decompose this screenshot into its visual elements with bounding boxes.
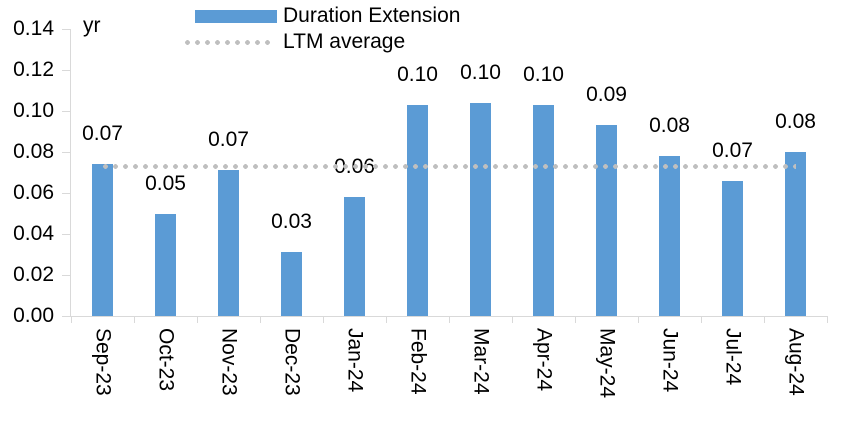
y-axis-tick-label: 0.02: [13, 263, 54, 286]
bar-dec-23: [281, 252, 302, 316]
bar-value-label: 0.05: [145, 172, 186, 195]
x-axis-label-aug-24: Aug-24: [784, 328, 808, 396]
bar-value-label: 0.10: [397, 63, 438, 86]
x-axis-tick: [701, 316, 702, 323]
ltm-average-line: [102, 164, 796, 169]
x-axis-label-feb-24: Feb-24: [406, 328, 430, 395]
y-axis-tick: [62, 152, 70, 153]
x-axis-tick: [449, 316, 450, 323]
x-axis-tick: [197, 316, 198, 323]
bar-apr-24: [533, 105, 554, 316]
bar-value-label: 0.08: [775, 110, 816, 133]
bar-mar-24: [470, 103, 491, 316]
bar-nov-23: [218, 170, 239, 316]
x-axis-tick: [575, 316, 576, 323]
legend-label-duration-extension: Duration Extension: [283, 4, 461, 27]
legend-label-ltm-average: LTM average: [283, 30, 406, 53]
x-axis-line: [62, 316, 827, 317]
x-axis-tick: [71, 316, 72, 323]
x-axis-label-apr-24: Apr-24: [532, 328, 556, 392]
bar-feb-24: [407, 105, 428, 316]
bar-jul-24: [722, 181, 743, 316]
x-axis-label-may-24: May-24: [595, 328, 619, 399]
y-axis-line: [70, 29, 71, 317]
bar-value-label: 0.09: [586, 83, 627, 106]
x-axis-label-jun-24: Jun-24: [658, 328, 682, 393]
bar-value-label: 0.10: [523, 63, 564, 86]
bar-jun-24: [659, 156, 680, 316]
y-axis-tick-label: 0.04: [13, 222, 54, 245]
bar-sep-23: [92, 164, 113, 316]
bar-value-label: 0.07: [82, 122, 123, 145]
y-axis-tick-label: 0.12: [13, 58, 54, 81]
y-axis-tick: [62, 193, 70, 194]
legend-bar-swatch: [195, 9, 277, 23]
bar-value-label: 0.10: [460, 61, 501, 84]
y-axis-tick: [62, 275, 70, 276]
y-axis-tick-label: 0.06: [13, 181, 54, 204]
x-axis-tick: [134, 316, 135, 323]
x-axis-label-nov-23: Nov-23: [217, 328, 241, 396]
legend-dotted-line-swatch: [185, 39, 275, 45]
y-axis-tick-label: 0.14: [13, 17, 54, 40]
y-axis-tick: [62, 316, 70, 317]
y-axis-tick: [62, 111, 70, 112]
bar-aug-24: [785, 152, 806, 316]
bar-value-label: 0.07: [712, 139, 753, 162]
x-axis-label-mar-24: Mar-24: [469, 328, 493, 395]
x-axis-tick: [827, 316, 828, 323]
bar-value-label: 0.03: [271, 210, 312, 233]
x-axis-tick: [260, 316, 261, 323]
x-axis-label-jan-24: Jan-24: [343, 328, 367, 393]
x-axis-tick: [323, 316, 324, 323]
y-axis-tick: [62, 70, 70, 71]
y-axis-tick-label: 0.00: [13, 304, 54, 327]
x-axis-tick: [386, 316, 387, 323]
y-axis-tick: [62, 234, 70, 235]
x-axis-label-oct-23: Oct-23: [154, 328, 178, 392]
x-axis-label-dec-23: Dec-23: [280, 328, 304, 396]
bar-value-label: 0.07: [208, 128, 249, 151]
bar-value-label: 0.08: [649, 114, 690, 137]
y-axis-tick-label: 0.10: [13, 99, 54, 122]
bar-oct-23: [155, 214, 176, 316]
bar-may-24: [596, 125, 617, 316]
x-axis-tick: [764, 316, 765, 323]
legend-item-duration-extension: Duration Extension: [195, 4, 460, 28]
legend-item-ltm-average: LTM average: [185, 31, 405, 53]
x-axis-label-sep-23: Sep-23: [91, 328, 115, 396]
y-axis-unit-label: yr: [83, 14, 101, 37]
bar-jan-24: [344, 197, 365, 316]
x-axis-tick: [638, 316, 639, 323]
y-axis-tick-label: 0.08: [13, 140, 54, 163]
x-axis-tick: [512, 316, 513, 323]
y-axis-tick: [62, 29, 70, 30]
x-axis-label-jul-24: Jul-24: [721, 328, 745, 386]
